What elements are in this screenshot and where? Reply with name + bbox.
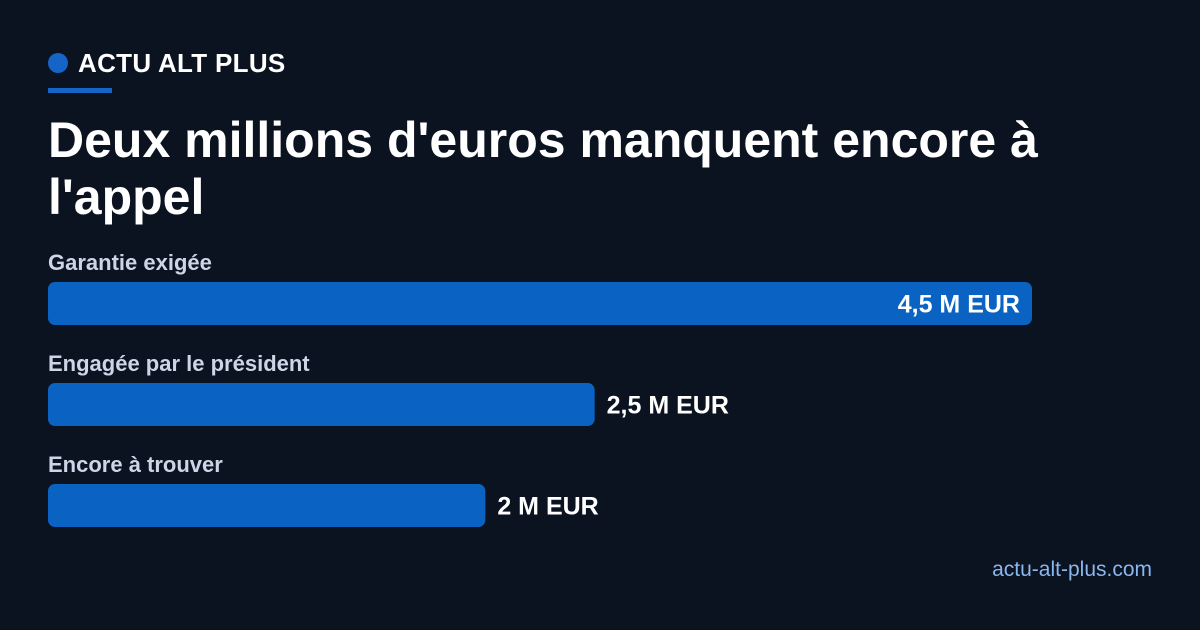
brand-underline bbox=[48, 88, 112, 93]
bar bbox=[48, 282, 1032, 325]
bar bbox=[48, 484, 486, 527]
brand: ACTU ALT PLUS bbox=[48, 48, 286, 78]
value-label: 2,5 M EUR bbox=[607, 392, 729, 420]
category-label: Engagée par le président bbox=[48, 351, 310, 376]
category-label: Encore à trouver bbox=[48, 452, 223, 477]
bar bbox=[48, 383, 595, 426]
brand-name: ACTU ALT PLUS bbox=[78, 48, 286, 78]
brand-dot-icon bbox=[48, 53, 68, 73]
category-label: Garantie exigée bbox=[48, 250, 212, 275]
headline: Deux millions d'euros manquent encore à … bbox=[48, 112, 1038, 225]
value-label: 2 M EUR bbox=[497, 493, 598, 521]
value-label: 4,5 M EUR bbox=[898, 291, 1020, 319]
source-link[interactable]: actu-alt-plus.com bbox=[992, 558, 1152, 581]
